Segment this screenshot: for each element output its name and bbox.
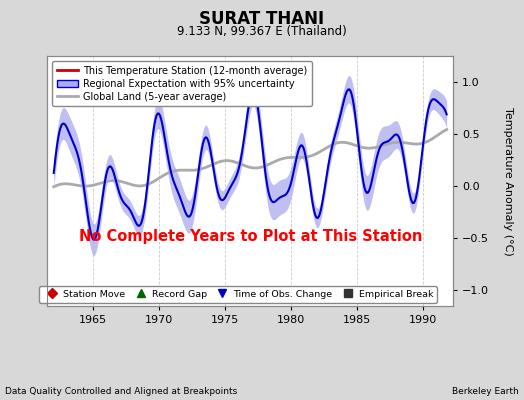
- Text: Data Quality Controlled and Aligned at Breakpoints: Data Quality Controlled and Aligned at B…: [5, 387, 237, 396]
- Legend: Station Move, Record Gap, Time of Obs. Change, Empirical Break: Station Move, Record Gap, Time of Obs. C…: [39, 286, 438, 302]
- Text: No Complete Years to Plot at This Station: No Complete Years to Plot at This Statio…: [79, 228, 422, 244]
- Y-axis label: Temperature Anomaly (°C): Temperature Anomaly (°C): [503, 107, 513, 255]
- Text: 9.133 N, 99.367 E (Thailand): 9.133 N, 99.367 E (Thailand): [177, 25, 347, 38]
- Text: SURAT THANI: SURAT THANI: [200, 10, 324, 28]
- Text: Berkeley Earth: Berkeley Earth: [452, 387, 519, 396]
